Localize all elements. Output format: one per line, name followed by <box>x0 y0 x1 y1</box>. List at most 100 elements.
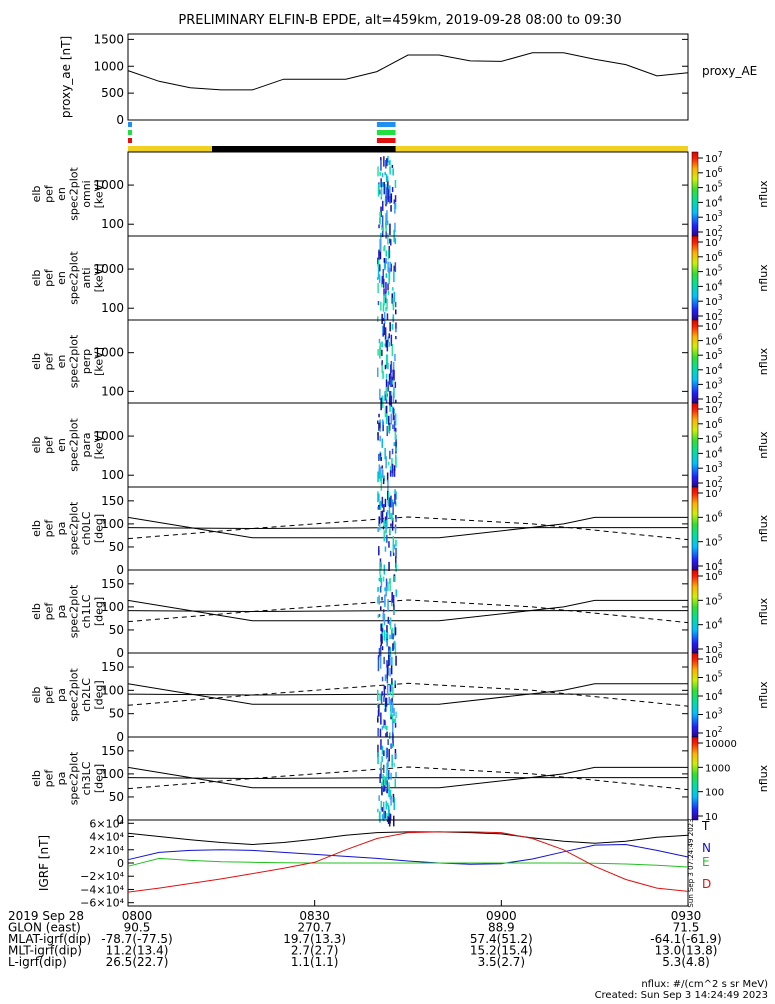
spectral-speckle <box>382 526 385 530</box>
spectral-speckle <box>387 233 389 245</box>
spectral-speckle <box>382 268 384 279</box>
colorbar-tick-label: 107 <box>705 234 723 249</box>
spectral-speckle <box>384 516 387 524</box>
panel-ytick-label: 150 <box>101 494 124 508</box>
spectral-speckle <box>395 753 397 759</box>
panel-ytick-label: 50 <box>109 790 124 804</box>
spectral-speckle <box>381 691 383 696</box>
colorbar-tick-label: 106 <box>705 568 723 583</box>
spectral-speckle <box>391 344 394 357</box>
footer-row-label: GLON (east) <box>8 921 81 935</box>
spectral-speckle <box>381 786 383 795</box>
spectral-speckle <box>383 323 385 335</box>
panel-ylabel-line: pef <box>43 685 56 704</box>
spectral-speckle <box>380 456 382 461</box>
spectral-speckle <box>380 185 383 196</box>
colorbar-tick-label: 105 <box>705 670 723 685</box>
spectral-speckle <box>380 766 382 778</box>
spectral-speckle <box>391 629 393 639</box>
spectral-speckle <box>378 546 380 556</box>
spectrogram-panel-ch3LC: 150 100 50 0 elb pef pa spec2plot ch3LC [deg] nflu… <box>30 736 770 827</box>
panel-ylabel-line: ch1LC <box>80 594 93 628</box>
spectral-speckle <box>378 250 380 260</box>
panel-ytick-label: 150 <box>101 660 124 674</box>
panel-ytick-label: 100 <box>101 384 124 398</box>
colorbar-zlabel: nflux <box>757 681 770 709</box>
spectral-speckle <box>394 353 396 362</box>
spectral-speckle <box>387 759 389 768</box>
spectral-speckle <box>379 500 382 507</box>
spectral-speckle <box>389 621 391 626</box>
panel-frame <box>127 402 689 488</box>
spectral-speckle <box>385 701 387 712</box>
spectral-speckle <box>377 527 379 532</box>
panel-ylabel-line: para <box>80 433 93 458</box>
spectral-speckle <box>389 658 391 665</box>
proxy-ae-ytick-label: 1500 <box>93 32 124 46</box>
spectral-speckle <box>394 431 397 440</box>
spectral-speckle <box>380 301 382 311</box>
panel-ytick-label: 1000 <box>93 262 124 276</box>
spectral-speckle <box>391 406 394 414</box>
spectral-speckle <box>394 202 397 210</box>
igrf-ytick-label: −6×10⁴ <box>80 897 124 910</box>
science-zone-bar-green <box>376 130 396 135</box>
spectral-speckle <box>377 367 379 377</box>
spectral-speckle <box>378 464 381 470</box>
spectral-speckle <box>381 745 384 755</box>
panel-ylabel-line: perp <box>80 349 93 374</box>
spectral-speckle <box>392 686 394 698</box>
colorbar-tick-label: 107 <box>705 401 723 416</box>
spectral-speckle <box>391 187 394 193</box>
spectral-speckle <box>389 732 391 739</box>
footnote-units: nflux: #/(cm^2 s sr MeV) <box>641 979 768 990</box>
spectral-speckle <box>395 399 397 404</box>
sunlight-bar <box>128 146 688 152</box>
colorbar-tick-label: 105 <box>705 347 723 362</box>
spectral-speckle <box>379 561 381 575</box>
proxy-ae-frame <box>127 33 689 121</box>
spectral-speckle <box>387 283 389 291</box>
spectral-speckle <box>386 660 388 668</box>
panel-ytick-label: 50 <box>109 623 124 637</box>
spectral-speckle <box>392 543 394 553</box>
loss-cone-line <box>127 683 688 705</box>
spectral-speckle <box>383 258 386 263</box>
spectral-speckle <box>392 407 395 420</box>
spectral-speckle <box>392 168 394 176</box>
spectral-speckle <box>382 397 384 403</box>
spectral-speckle <box>388 333 390 339</box>
spectral-speckle <box>384 405 387 417</box>
panel-ylabel-line: [deg] <box>93 597 106 626</box>
spectral-speckle <box>391 592 393 600</box>
spectral-speckle <box>384 364 387 370</box>
proxy-ae-ytick-label: 500 <box>101 86 124 100</box>
spectral-speckle <box>389 450 391 460</box>
spectral-speckle <box>379 388 381 400</box>
spectral-speckle <box>379 171 381 176</box>
spectral-speckle <box>384 171 386 176</box>
panel-ylabel-line: pef <box>43 602 56 621</box>
spectral-speckle <box>381 349 383 356</box>
spectral-speckle <box>394 180 397 188</box>
spectral-speckle <box>384 498 387 507</box>
igrf-ytick-label: 2×10⁴ <box>89 844 124 857</box>
panel-ylabel-line: pef <box>43 184 56 203</box>
footer-row-value: 1.1(1.1) <box>291 955 339 969</box>
spectral-speckle <box>394 718 397 723</box>
spectrogram-panel-perp: 1000 100 elb pef en spec2plot perp [keV] nflux <box>30 319 770 411</box>
panel-ylabel-line: pef <box>43 268 56 287</box>
spectral-speckle <box>394 576 396 582</box>
spectral-speckle <box>391 512 393 521</box>
colorbar-tick-label: 105 <box>705 180 723 195</box>
footer-row-value: 0900 <box>486 909 517 923</box>
spectral-speckle <box>382 325 384 334</box>
colorbar <box>691 652 699 738</box>
spectral-speckle <box>379 728 382 737</box>
spectral-speckle <box>393 271 395 282</box>
spectral-speckle <box>377 752 379 765</box>
spectral-speckle <box>387 664 389 676</box>
spectral-speckle <box>386 189 388 200</box>
spectral-speckle <box>377 316 379 322</box>
spectral-speckle <box>390 698 392 712</box>
